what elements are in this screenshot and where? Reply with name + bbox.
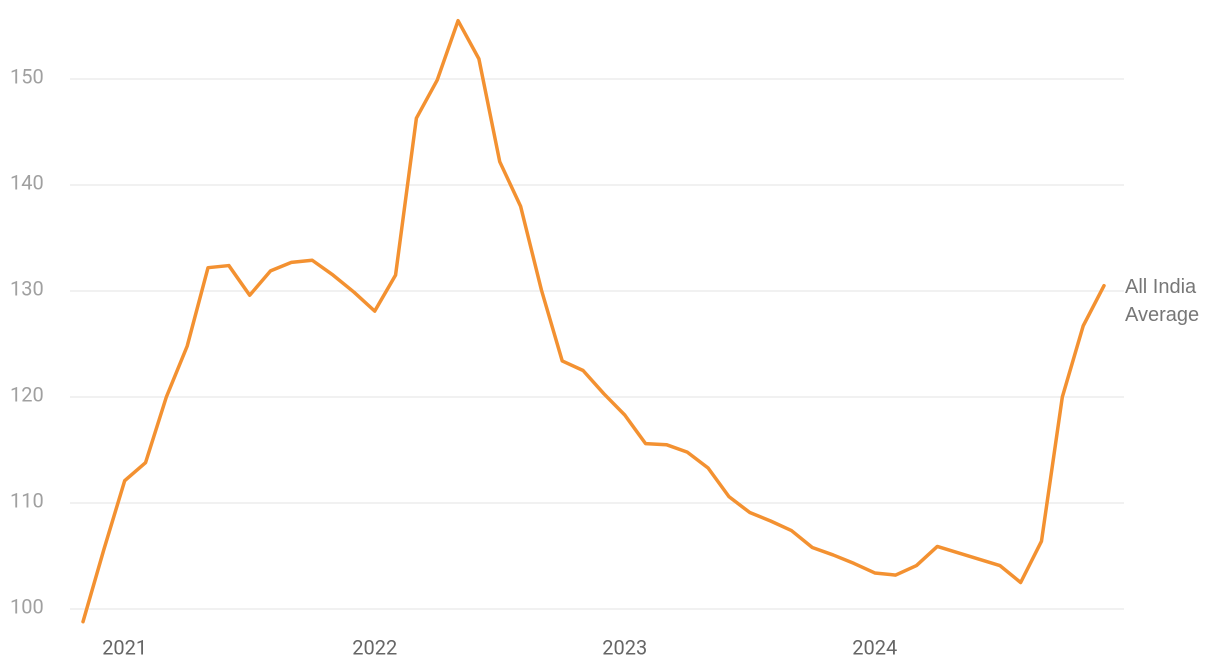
x-tick-label: 2021 xyxy=(102,635,147,659)
y-tick-label: 140 xyxy=(10,170,44,194)
series-label: All India Average xyxy=(1125,276,1200,326)
y-tick-label: 100 xyxy=(10,594,44,618)
y-tick-label: 150 xyxy=(10,64,44,88)
y-tick-label: 120 xyxy=(10,382,44,406)
x-tick-label: 2023 xyxy=(602,635,647,659)
y-tick-label: 130 xyxy=(10,276,44,300)
data-line xyxy=(81,18,1106,624)
x-tick-label: 2024 xyxy=(852,635,897,659)
x-tick-label: 2022 xyxy=(352,635,397,659)
y-tick-label: 110 xyxy=(10,488,44,512)
